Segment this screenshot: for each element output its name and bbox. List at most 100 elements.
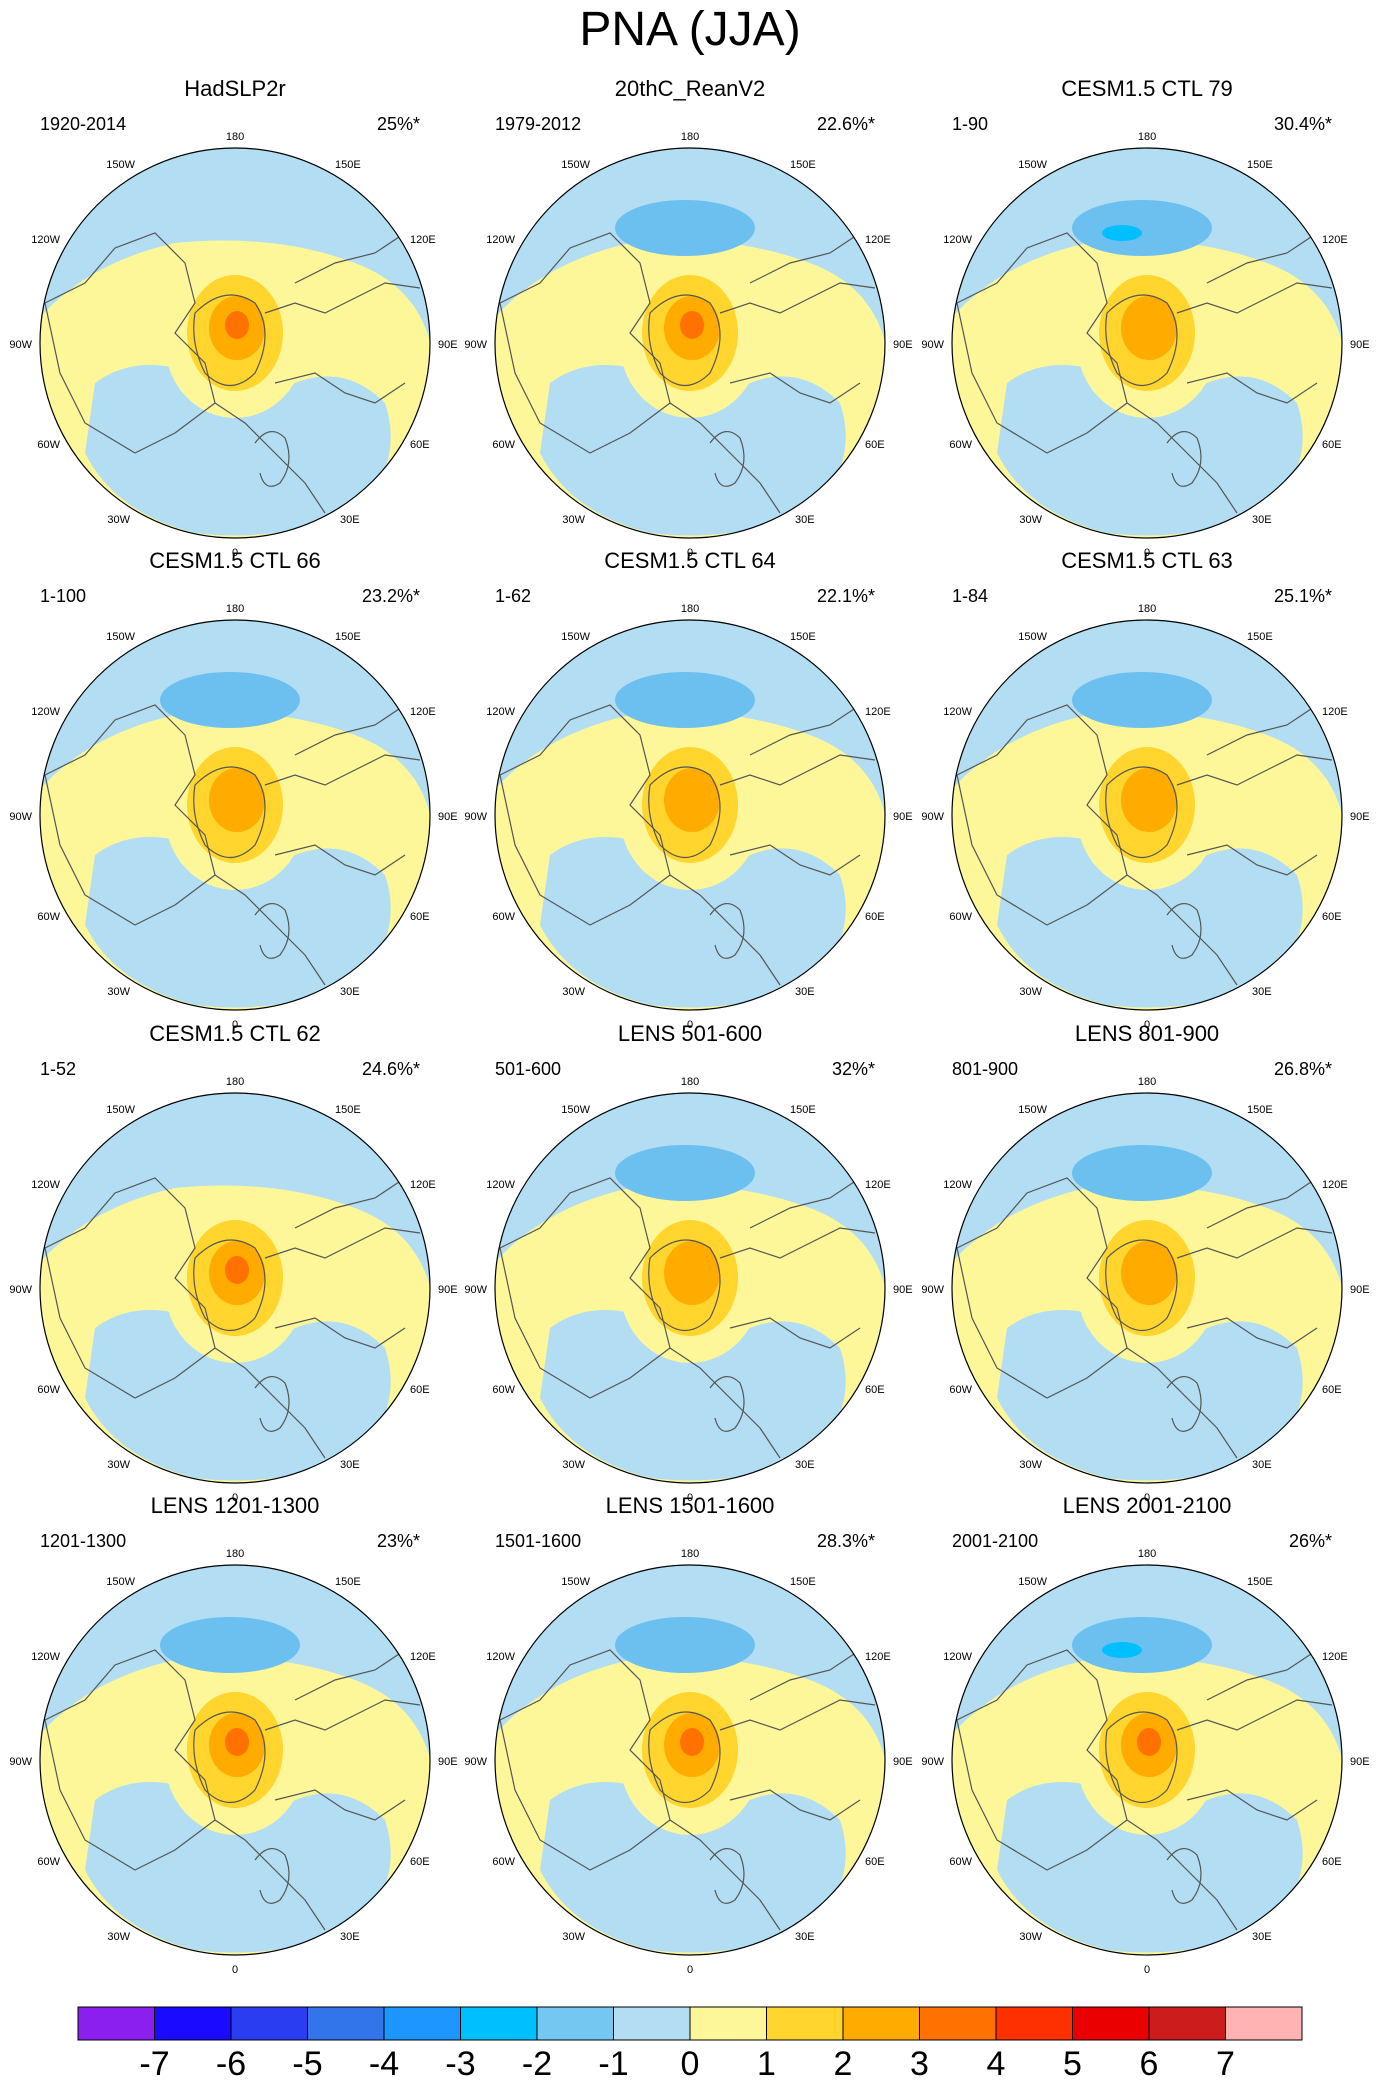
lon-label: 90W xyxy=(921,339,944,351)
field-negative-region xyxy=(85,1782,391,1953)
lon-label: 30W xyxy=(107,1931,130,1943)
colorbar-label: 5 xyxy=(1063,2045,1082,2083)
lon-label: 90W xyxy=(464,1756,487,1768)
panel-title: CESM1.5 CTL 62 xyxy=(149,1021,321,1046)
lon-label: 90E xyxy=(893,1284,913,1296)
lon-label: 0 xyxy=(232,547,238,559)
lon-label: 30W xyxy=(562,986,585,998)
panel-variance: 23.2%* xyxy=(362,586,420,606)
lon-label: 180 xyxy=(681,131,699,143)
lon-label: 180 xyxy=(226,1076,244,1088)
coastline xyxy=(264,1699,421,1731)
map-panel: 180 0 90W 90E 150W 120W 150E 120E 60W 30W 60E 30E CE… xyxy=(921,76,1369,559)
coastline xyxy=(1166,1848,1202,1904)
lon-label: 150E xyxy=(790,1104,816,1116)
panel-title: LENS 2001-2100 xyxy=(1063,1493,1232,1518)
lon-label: 120E xyxy=(410,234,436,246)
colorbar-box xyxy=(1072,2006,1150,2041)
lon-label: 120W xyxy=(31,706,60,718)
colorbar-label: -1 xyxy=(598,2045,628,2083)
panel-variance: 22.6%* xyxy=(817,114,875,134)
lon-label: 30W xyxy=(107,986,130,998)
panel-title: LENS 1501-1600 xyxy=(606,1493,775,1518)
lon-label: 60E xyxy=(1322,439,1342,451)
colorbar-label: 0 xyxy=(681,2045,700,2083)
arctic-high-mid xyxy=(1121,1241,1177,1305)
lon-label: 90W xyxy=(464,1284,487,1296)
colorbar-label: -2 xyxy=(522,2045,552,2083)
panel-period: 1-52 xyxy=(40,1059,76,1079)
lon-label: 60E xyxy=(865,911,885,923)
lon-label: 30W xyxy=(562,1931,585,1943)
lon-label: 90E xyxy=(1350,811,1370,823)
pacific-low xyxy=(615,200,755,256)
coastline xyxy=(254,1848,290,1904)
lon-label: 0 xyxy=(1144,547,1150,559)
coastline xyxy=(648,294,721,387)
colorbar-label: 4 xyxy=(987,2045,1006,2083)
field-negative-region xyxy=(997,1782,1303,1953)
coastline xyxy=(214,1649,406,1931)
lon-label: 60W xyxy=(37,911,60,923)
field-negative-region xyxy=(540,1782,846,1953)
map-panel: 180 0 90W 90E 150W 120W 150E 120E 60W 30W 60E 30E Ha… xyxy=(9,76,457,559)
map-border xyxy=(39,147,431,539)
coastline xyxy=(1126,1177,1318,1459)
coastline xyxy=(669,1177,861,1459)
lon-label: 120W xyxy=(486,234,515,246)
panel-title: 20thC_ReanV2 xyxy=(615,76,765,101)
colorbar-label: 7 xyxy=(1216,2045,1235,2083)
lon-label: 30E xyxy=(340,986,360,998)
colorbar: -7 -6 -5 -4 -3 -2 -1 0 1 2 3 4 5 6 7 xyxy=(77,2006,1303,2083)
map-field xyxy=(40,1093,430,1483)
coastline xyxy=(648,1711,721,1804)
lon-label: 90W xyxy=(464,339,487,351)
lon-label: 120E xyxy=(1322,706,1348,718)
lon-label: 120E xyxy=(865,234,891,246)
colorbar-label: -7 xyxy=(139,2045,169,2083)
coastline xyxy=(193,1711,266,1804)
lon-label: 0 xyxy=(1144,1019,1150,1031)
map-border xyxy=(951,1092,1343,1484)
pacific-low xyxy=(1072,1145,1212,1201)
lon-label: 60W xyxy=(492,1384,515,1396)
panel-variance: 25%* xyxy=(377,114,420,134)
coastline xyxy=(669,704,861,986)
colorbar-label: -3 xyxy=(445,2045,475,2083)
coastline xyxy=(1126,1649,1318,1931)
lon-label: 120E xyxy=(410,1179,436,1191)
coastline xyxy=(214,1177,406,1459)
pacific-low xyxy=(160,672,300,728)
lon-label: 120W xyxy=(486,1179,515,1191)
map-field xyxy=(495,1565,885,1955)
coastline xyxy=(719,1699,876,1731)
map-panel: 180 0 90W 90E 150W 120W 150E 120E 60W 30W 60E 30E CE… xyxy=(9,1021,457,1504)
colorbar-label: -4 xyxy=(369,2045,399,2083)
lon-label: 120E xyxy=(410,1651,436,1663)
pacific-low xyxy=(1072,1617,1212,1673)
panel-period: 1-100 xyxy=(40,586,86,606)
lon-label: 120E xyxy=(865,1179,891,1191)
lon-label: 60E xyxy=(410,439,430,451)
lon-label: 150W xyxy=(561,631,590,643)
pacific-low xyxy=(1072,200,1212,256)
map-panel: 180 0 90W 90E 150W 120W 150E 120E 60W 30W 60E 30E LE… xyxy=(921,1021,1369,1504)
coastline xyxy=(1166,903,1202,959)
map-panel: 180 0 90W 90E 150W 120W 150E 120E 60W 30W 60E 30E CE… xyxy=(9,548,457,1031)
colorbar-label: 1 xyxy=(757,2045,776,2083)
coastline xyxy=(648,1239,721,1332)
lon-label: 90W xyxy=(464,811,487,823)
pacific-low-core xyxy=(1102,1642,1142,1658)
coastline xyxy=(709,903,745,959)
lon-label: 90E xyxy=(893,1756,913,1768)
coastline xyxy=(499,232,671,454)
lon-label: 180 xyxy=(226,131,244,143)
lon-label: 120E xyxy=(410,706,436,718)
coastline xyxy=(1105,766,1178,859)
coastline xyxy=(1126,704,1318,986)
coastline xyxy=(956,232,1128,454)
lon-label: 120E xyxy=(1322,1179,1348,1191)
coastline xyxy=(669,232,861,514)
pacific-low xyxy=(615,1617,755,1673)
lon-label: 0 xyxy=(687,547,693,559)
